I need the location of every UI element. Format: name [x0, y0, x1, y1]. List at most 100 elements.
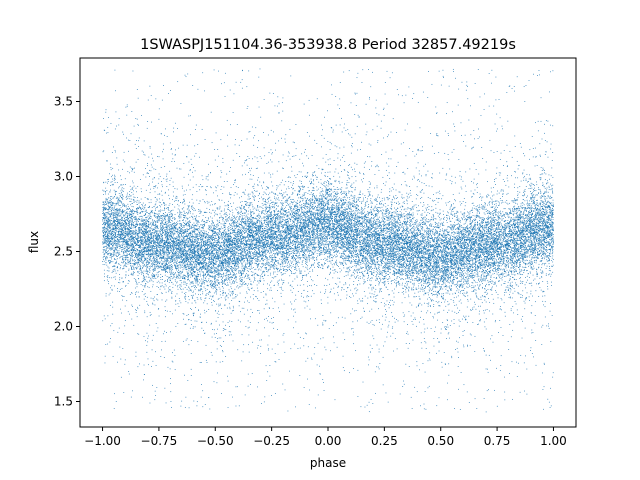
data-point: [173, 182, 174, 183]
data-point: [545, 204, 546, 205]
data-point: [344, 258, 345, 259]
data-point: [209, 209, 210, 210]
data-point: [272, 223, 273, 224]
data-point: [495, 77, 496, 78]
data-point: [483, 251, 484, 252]
data-point: [349, 164, 350, 165]
data-point: [362, 216, 363, 217]
data-point: [381, 329, 382, 330]
data-point: [369, 169, 370, 170]
data-point: [138, 231, 139, 232]
data-point: [213, 242, 214, 243]
data-point: [309, 240, 310, 241]
data-point: [210, 283, 211, 284]
data-point: [476, 239, 477, 240]
data-point: [331, 289, 332, 290]
data-point: [157, 218, 158, 219]
data-point: [362, 301, 363, 302]
data-point: [175, 123, 176, 124]
data-point: [223, 290, 224, 291]
data-point: [365, 270, 366, 271]
data-point: [333, 288, 334, 289]
data-point: [443, 240, 444, 241]
data-point: [508, 273, 509, 274]
data-point: [552, 248, 553, 249]
data-point: [317, 256, 318, 257]
data-point: [508, 253, 509, 254]
data-point: [274, 301, 275, 302]
data-point: [422, 255, 423, 256]
data-point: [493, 106, 494, 107]
data-point: [423, 221, 424, 222]
data-point: [296, 204, 297, 205]
data-point: [423, 278, 424, 279]
data-point: [358, 270, 359, 271]
data-point: [239, 145, 240, 146]
data-point: [476, 247, 477, 248]
data-point: [226, 277, 227, 278]
data-point: [344, 241, 345, 242]
data-point: [165, 301, 166, 302]
data-point: [196, 247, 197, 248]
data-point: [369, 266, 370, 267]
data-point: [513, 241, 514, 242]
data-point: [374, 242, 375, 243]
data-point: [194, 264, 195, 265]
data-point: [305, 267, 306, 268]
data-point: [481, 275, 482, 276]
data-point: [472, 309, 473, 310]
data-point: [299, 211, 300, 212]
data-point: [115, 152, 116, 153]
data-point: [393, 242, 394, 243]
data-point: [467, 280, 468, 281]
data-point: [334, 264, 335, 265]
data-point: [246, 273, 247, 274]
data-point: [418, 281, 419, 282]
data-point: [395, 195, 396, 196]
data-point: [210, 296, 211, 297]
data-point: [163, 223, 164, 224]
data-point: [224, 329, 225, 330]
data-point: [386, 255, 387, 256]
data-point: [521, 207, 522, 208]
data-point: [460, 272, 461, 273]
data-point: [425, 372, 426, 373]
data-point: [355, 247, 356, 248]
data-point: [464, 198, 465, 199]
data-point: [288, 186, 289, 187]
data-point: [294, 309, 295, 310]
data-point: [354, 250, 355, 251]
data-point: [462, 218, 463, 219]
data-point: [133, 182, 134, 183]
data-point: [487, 254, 488, 255]
data-point: [427, 204, 428, 205]
data-point: [287, 253, 288, 254]
data-point: [232, 215, 233, 216]
data-point: [270, 265, 271, 266]
data-point: [365, 227, 366, 228]
data-point: [307, 193, 308, 194]
data-point: [481, 200, 482, 201]
data-point: [340, 208, 341, 209]
data-point: [308, 296, 309, 297]
data-point: [277, 250, 278, 251]
data-point: [360, 248, 361, 249]
data-point: [114, 208, 115, 209]
data-point: [249, 168, 250, 169]
data-point: [375, 285, 376, 286]
data-point: [183, 227, 184, 228]
data-point: [351, 227, 352, 228]
data-point: [265, 294, 266, 295]
data-point: [482, 219, 483, 220]
data-point: [332, 243, 333, 244]
data-point: [553, 242, 554, 243]
data-point: [212, 234, 213, 235]
data-point: [470, 134, 471, 135]
data-point: [115, 225, 116, 226]
data-point: [209, 282, 210, 283]
data-point: [500, 274, 501, 275]
data-point: [283, 217, 284, 218]
data-point: [175, 265, 176, 266]
data-point: [288, 181, 289, 182]
data-point: [264, 255, 265, 256]
